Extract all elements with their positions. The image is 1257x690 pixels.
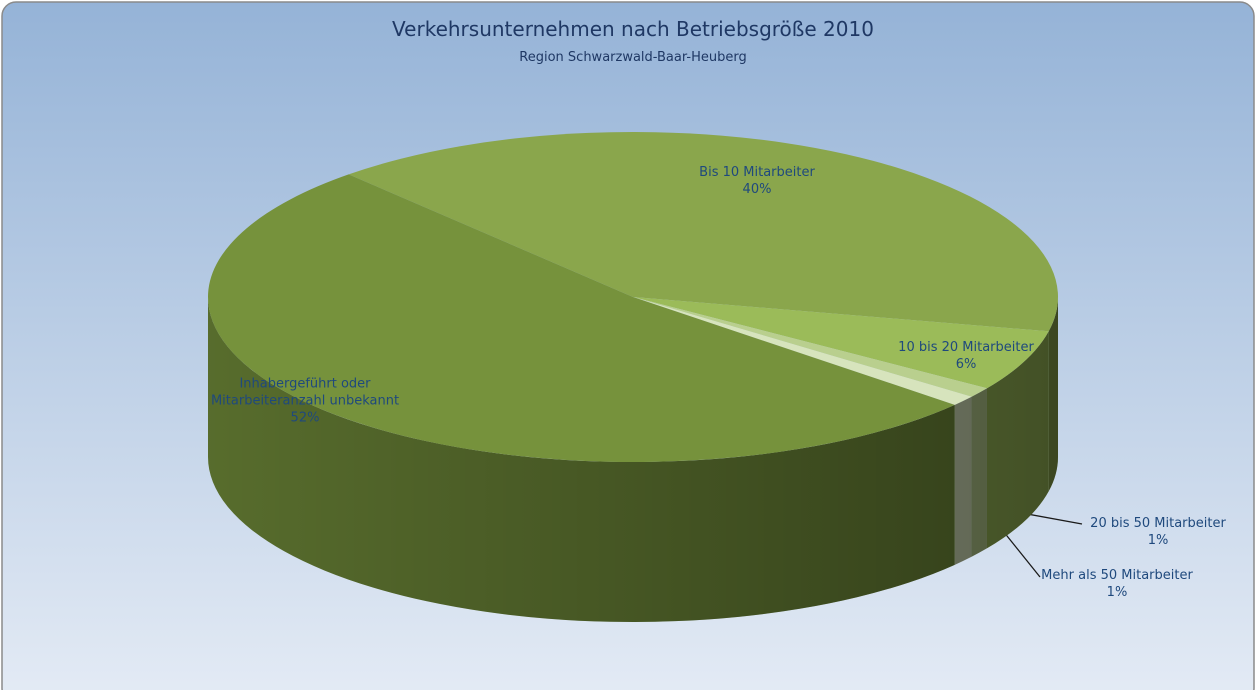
pie-slice — [633, 297, 987, 397]
side-shade — [1048, 297, 1058, 492]
value-label: 1% — [1147, 533, 1169, 548]
data-label: Inhabergeführt oder Mitarbeiteranzahl un… — [205, 376, 405, 427]
category-label: 20 bis 50 Mitarbeiter — [1090, 516, 1226, 531]
category-label: 10 bis 20 Mitarbeiter — [898, 340, 1034, 355]
value-label: 40% — [742, 182, 772, 197]
pie-slice — [633, 297, 1049, 389]
side-shade — [971, 388, 987, 557]
data-label: Mehr als 50 Mitarbeiter 1% — [1041, 567, 1193, 601]
pie-slice — [348, 131, 1058, 332]
pie-slice — [633, 297, 972, 405]
pie-slice — [207, 174, 955, 463]
data-label: 20 bis 50 Mitarbeiter 1% — [1090, 515, 1226, 549]
side-shade — [208, 297, 955, 622]
sides — [208, 297, 1058, 622]
tops — [207, 131, 1058, 463]
side-shade — [986, 331, 1049, 549]
value-label: 6% — [955, 357, 977, 372]
category-label: Inhabergeführt oder Mitarbeiteranzahl un… — [210, 376, 400, 409]
category-label: Bis 10 Mitarbeiter — [699, 165, 815, 180]
data-label: 10 bis 20 Mitarbeiter 6% — [898, 339, 1034, 373]
side-shade — [954, 396, 972, 565]
value-label: 1% — [1106, 585, 1128, 600]
chart-title: Verkehrsunternehmen nach Betriebsgröße 2… — [392, 17, 874, 41]
data-label: Bis 10 Mitarbeiter 40% — [699, 164, 815, 198]
value-label: 52% — [290, 410, 320, 426]
chart-subtitle: Region Schwarzwald-Baar-Heuberg — [519, 50, 746, 65]
category-label: Mehr als 50 Mitarbeiter — [1041, 568, 1193, 583]
